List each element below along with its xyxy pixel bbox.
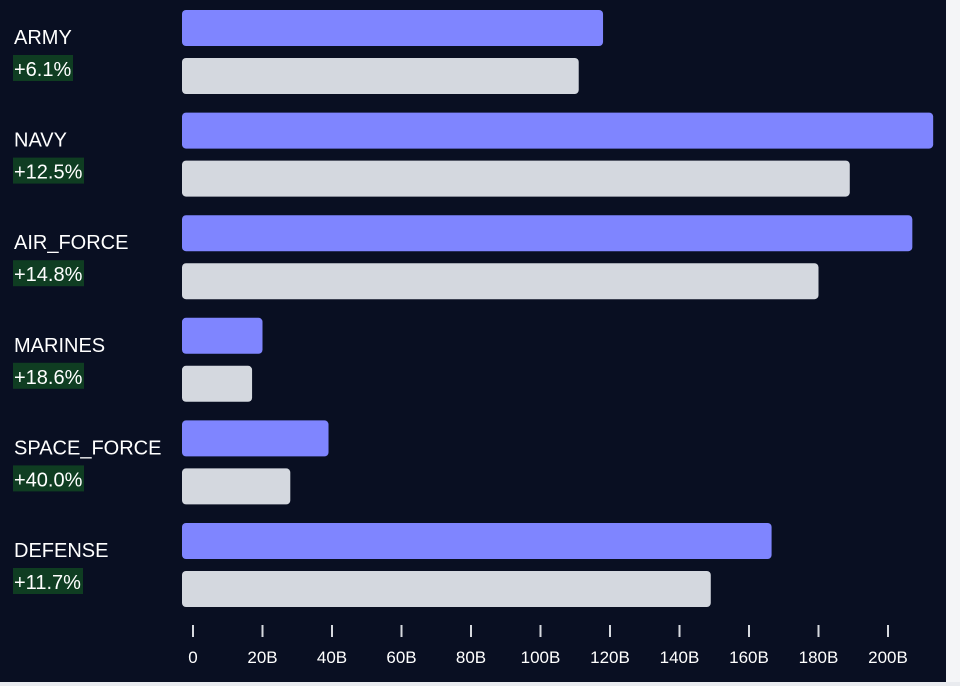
- bar-navy-series-1: [182, 112, 934, 149]
- change-badge-bg-defense: [13, 568, 83, 594]
- bar-defense-series-2: [182, 571, 711, 607]
- category-label-air-force: AIR_FORCE: [14, 232, 128, 254]
- bar-space-force-series-1: [182, 420, 329, 457]
- category-label-marines: MARINES: [14, 335, 105, 357]
- bar-air-force-series-2: [182, 263, 819, 300]
- bar-marines-series-1: [182, 317, 263, 354]
- change-badge-space-force: +40.0%: [14, 469, 83, 491]
- category-label-space-force: SPACE_FORCE: [14, 437, 161, 459]
- category-label-army: ARMY: [14, 27, 72, 49]
- x-tick-label-6: 120B: [590, 648, 630, 667]
- change-badge-army: +6.1%: [14, 59, 71, 81]
- x-tick-label-3: 60B: [386, 648, 416, 667]
- bar-army-series-2: [182, 58, 579, 94]
- change-badge-bg-army: [13, 55, 73, 81]
- right-edge-strip: [946, 0, 960, 686]
- bar-marines-series-2: [182, 365, 253, 402]
- x-tick-label-7: 140B: [660, 648, 700, 667]
- change-badge-bg-navy: [13, 157, 84, 184]
- x-tick-label-4: 80B: [456, 648, 486, 667]
- change-badge-bg-air-force: [13, 260, 84, 287]
- bar-air-force-series-1: [182, 215, 913, 252]
- change-badge-defense: +11.7%: [14, 572, 81, 594]
- category-label-navy: NAVY: [14, 130, 67, 152]
- bar-army-series-1: [182, 10, 604, 46]
- change-badge-air-force: +14.8%: [14, 264, 83, 286]
- category-label-defense: DEFENSE: [14, 540, 108, 562]
- x-tick-label-0: 0: [188, 648, 197, 667]
- x-tick-label-8: 160B: [729, 648, 769, 667]
- x-tick-label-9: 180B: [799, 648, 839, 667]
- bottom-edge-strip: [0, 682, 960, 686]
- bar-space-force-series-2: [182, 468, 291, 505]
- x-tick-label-10: 200B: [868, 648, 908, 667]
- change-badge-bg-marines: [13, 362, 84, 389]
- x-tick-label-2: 40B: [317, 648, 347, 667]
- x-tick-label-5: 100B: [521, 648, 561, 667]
- x-tick-label-1: 20B: [247, 648, 277, 667]
- bar-defense-series-1: [182, 523, 772, 559]
- change-badge-bg-space-force: [13, 465, 84, 492]
- change-badge-navy: +12.5%: [14, 162, 83, 184]
- bar-navy-series-2: [182, 160, 850, 197]
- change-badge-marines: +18.6%: [14, 367, 83, 389]
